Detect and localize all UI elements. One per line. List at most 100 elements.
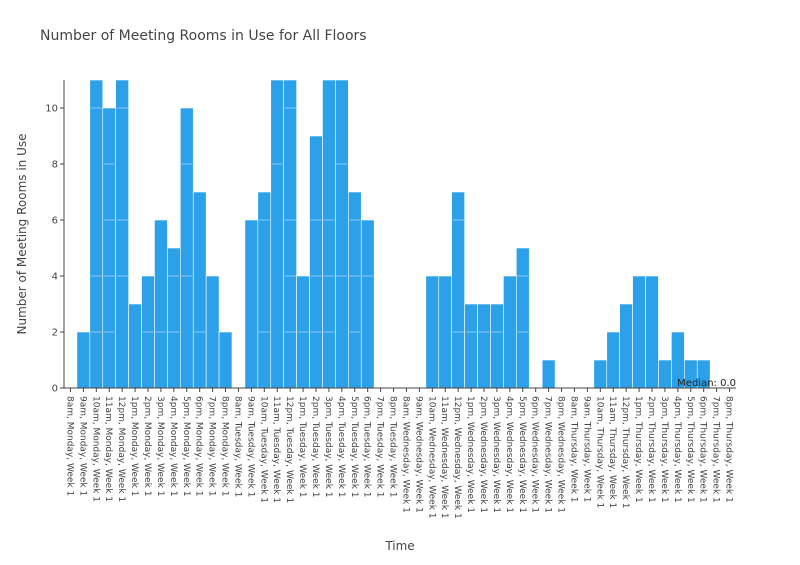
bar (322, 80, 335, 388)
x-tick-label: 9am, Thursday, Week 1 (581, 396, 591, 503)
x-tick-label: 9am, Tuesday, Week 1 (245, 396, 255, 497)
bar (154, 220, 167, 388)
y-tick-label: 6 (52, 216, 58, 227)
bar (478, 304, 491, 388)
x-tick-label: 6pm, Monday, Week 1 (194, 396, 204, 496)
x-tick-label: 11am, Monday, Week 1 (103, 396, 113, 502)
y-axis-title: Number of Meeting Rooms in Use (15, 133, 29, 334)
bar (206, 276, 219, 388)
bar (335, 80, 348, 388)
bar (219, 332, 232, 388)
bar (607, 332, 620, 388)
bar (633, 276, 646, 388)
bar (284, 80, 297, 388)
x-tick-label: 12pm, Monday, Week 1 (116, 396, 126, 502)
x-tick-label: 8am, Thursday, Week 1 (568, 396, 578, 503)
x-tick-label: 11am, Tuesday, Week 1 (271, 396, 281, 503)
x-tick-label: 10am, Tuesday, Week 1 (258, 396, 268, 503)
bar (167, 248, 180, 388)
x-tick-label: 1pm, Tuesday, Week 1 (297, 396, 307, 498)
x-tick-label: 11am, Thursday, Week 1 (607, 396, 617, 508)
x-tick-label: 2pm, Thursday, Week 1 (646, 396, 656, 503)
bar (594, 360, 607, 388)
bar (180, 108, 193, 388)
bar (439, 276, 452, 388)
bar (490, 304, 503, 388)
x-tick-label: 4pm, Monday, Week 1 (168, 396, 178, 496)
bar (361, 220, 374, 388)
x-tick-label: 8pm, Monday, Week 1 (220, 396, 230, 496)
y-axis: 0 2 4 6 8 10 (45, 80, 64, 395)
bar (646, 276, 659, 388)
x-tick-label: 12pm, Thursday, Week 1 (620, 396, 630, 508)
x-tick-label: 8am, Wednesday, Week 1 (400, 396, 410, 513)
x-tick-label: 10am, Monday, Week 1 (90, 396, 100, 502)
bar (245, 220, 258, 388)
bar (271, 80, 284, 388)
x-tick-label: 12pm, Tuesday, Week 1 (284, 396, 294, 503)
x-tick-label: 9am, Wednesday, Week 1 (413, 396, 423, 513)
x-tick-label: 5pm, Monday, Week 1 (181, 396, 191, 496)
x-tick-label: 9am, Monday, Week 1 (77, 396, 87, 496)
bar (516, 248, 529, 388)
bar (77, 332, 90, 388)
bar (193, 192, 206, 388)
x-tick-label: 10am, Wednesday, Week 1 (426, 396, 436, 519)
x-tick-label: 2pm, Tuesday, Week 1 (310, 396, 320, 498)
x-tick-label: 1pm, Wednesday, Week 1 (465, 396, 475, 513)
x-tick-label: 4pm, Wednesday, Week 1 (504, 396, 514, 513)
bar (452, 192, 465, 388)
y-tick-label: 0 (52, 384, 58, 395)
x-tick-label: 8am, Tuesday, Week 1 (232, 396, 242, 497)
x-tick-label: 2pm, Wednesday, Week 1 (478, 396, 488, 513)
x-tick-label: 7pm, Thursday, Week 1 (711, 396, 721, 503)
chart-title: Number of Meeting Rooms in Use for All F… (40, 28, 367, 44)
x-tick-label: 3pm, Wednesday, Week 1 (491, 396, 501, 513)
x-tick-label: 3pm, Tuesday, Week 1 (323, 396, 333, 498)
x-tick-label: 5pm, Tuesday, Week 1 (349, 396, 359, 498)
x-tick-label: 8am, Monday, Week 1 (64, 396, 74, 496)
bar (465, 304, 478, 388)
x-tick-label: 10am, Thursday, Week 1 (594, 396, 604, 508)
x-tick-label: 1pm, Thursday, Week 1 (633, 396, 643, 503)
bar (310, 136, 323, 388)
y-tick-label: 10 (45, 104, 58, 115)
bar (103, 108, 116, 388)
x-tick-label: 8pm, Thursday, Week 1 (724, 396, 734, 503)
x-tick-label: 8pm, Wednesday, Week 1 (556, 396, 566, 513)
x-tick-label: 6pm, Thursday, Week 1 (698, 396, 708, 503)
bar (542, 360, 555, 388)
x-tick-label: 7pm, Wednesday, Week 1 (543, 396, 553, 513)
x-tick-label: 2pm, Monday, Week 1 (142, 396, 152, 496)
bar (348, 192, 361, 388)
y-tick-label: 4 (52, 272, 58, 283)
bar (426, 276, 439, 388)
x-axis: 8am, Monday, Week 1 9am, Monday, Week 1 10… (64, 388, 736, 519)
bar (129, 304, 142, 388)
bars-layer (77, 80, 710, 388)
bar (620, 304, 633, 388)
x-tick-label: 4pm, Thursday, Week 1 (672, 396, 682, 503)
x-tick-label: 6pm, Tuesday, Week 1 (362, 396, 372, 498)
x-tick-label: 7pm, Tuesday, Week 1 (375, 396, 385, 498)
bar (90, 80, 103, 388)
x-tick-label: 11am, Wednesday, Week 1 (439, 396, 449, 519)
x-tick-label: 12pm, Wednesday, Week 1 (452, 396, 462, 519)
x-tick-label: 5pm, Wednesday, Week 1 (517, 396, 527, 513)
x-tick-label: 5pm, Thursday, Week 1 (685, 396, 695, 503)
bar (116, 80, 129, 388)
x-tick-label: 6pm, Wednesday, Week 1 (530, 396, 540, 513)
bar (658, 360, 671, 388)
x-tick-label: 8pm, Tuesday, Week 1 (388, 396, 398, 498)
x-tick-label: 7pm, Monday, Week 1 (207, 396, 217, 496)
y-tick-label: 8 (52, 160, 58, 171)
y-tick-label: 2 (52, 328, 58, 339)
bar (258, 192, 271, 388)
x-tick-label: 3pm, Thursday, Week 1 (659, 396, 669, 503)
median-annotation: Median: 0.0 (677, 378, 736, 389)
x-axis-title: Time (384, 539, 414, 553)
bar (503, 276, 516, 388)
x-tick-label: 4pm, Tuesday, Week 1 (336, 396, 346, 498)
